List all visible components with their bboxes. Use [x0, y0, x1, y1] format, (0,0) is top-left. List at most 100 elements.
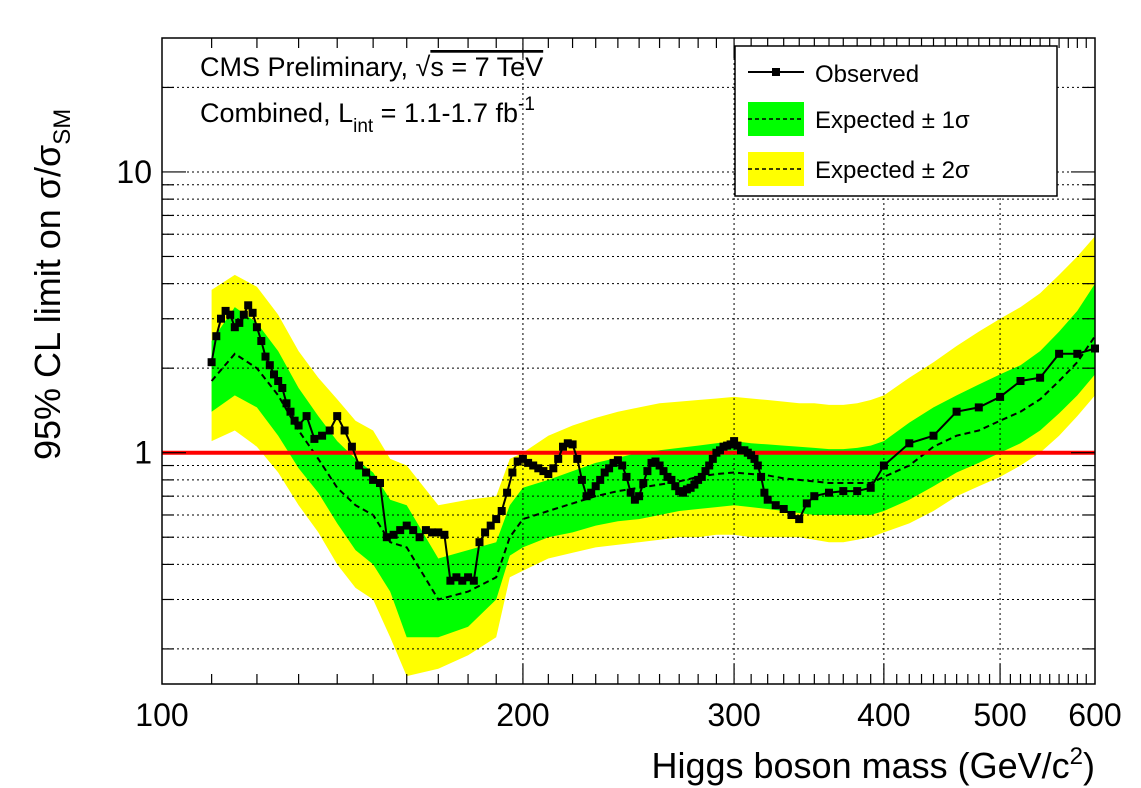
observed-point	[318, 431, 327, 440]
observed-point	[866, 483, 875, 492]
observed-point	[810, 492, 819, 501]
observed-point	[440, 530, 449, 539]
observed-point	[376, 479, 384, 487]
observed-point	[1036, 373, 1045, 382]
observed-point	[697, 472, 706, 481]
observed-point	[825, 488, 833, 497]
y-tick-label: 10	[116, 154, 152, 190]
plot-frame	[161, 37, 1096, 685]
expected-median-line	[210, 335, 1096, 601]
x-tick-label: 300	[707, 697, 760, 733]
observed-point	[690, 480, 699, 489]
observed-point	[626, 488, 635, 497]
observed-point	[252, 323, 261, 332]
observed-point	[428, 528, 437, 537]
observed-point	[486, 521, 495, 530]
legend-item-band2: Expected ± 2σ	[748, 152, 970, 186]
observed-point	[534, 464, 543, 473]
observed-point	[787, 511, 796, 519]
y-tick-label: 1	[134, 435, 152, 471]
annotation-line2: Combined, Lint = 1.1-1.7 fb-1	[200, 94, 535, 137]
observed-point	[508, 468, 517, 477]
observed-point	[568, 440, 577, 449]
observed-point	[235, 318, 244, 327]
observed-point	[286, 407, 295, 416]
observed-point	[244, 301, 253, 310]
observed-point	[635, 492, 644, 501]
observed-point	[265, 361, 274, 370]
observed-point	[839, 487, 848, 496]
annotation-block: CMS Preliminary, √s = 7 TeV Combined, Li…	[200, 52, 543, 137]
observed-point	[310, 434, 319, 443]
observed-point	[221, 306, 230, 315]
observed-point	[1016, 377, 1025, 385]
expected-bands	[211, 236, 1096, 677]
observed-point	[257, 337, 266, 345]
observed-point	[362, 468, 371, 477]
legend-band2-label: Expected ± 2σ	[815, 157, 970, 184]
observed-point	[779, 505, 788, 513]
observed-point	[446, 576, 455, 585]
observed-point	[529, 461, 538, 470]
observed-point	[396, 526, 405, 535]
observed-point	[382, 533, 391, 542]
observed-point	[763, 495, 772, 504]
observed-point	[701, 467, 710, 476]
observed-point	[952, 407, 961, 416]
observed-point	[600, 468, 609, 477]
observed-point	[996, 392, 1005, 401]
observed-point	[563, 439, 572, 448]
observed-point	[492, 515, 501, 524]
observed-point	[879, 461, 888, 470]
observed-point	[415, 533, 424, 542]
observed-point	[503, 488, 512, 497]
observed-point	[226, 310, 235, 319]
observed-point	[905, 439, 914, 448]
observed-point	[290, 416, 299, 425]
observed-point	[618, 461, 627, 470]
observed-point	[582, 492, 591, 501]
observed-point	[230, 323, 239, 332]
observed-point	[458, 576, 467, 585]
observed-point	[609, 458, 618, 467]
observed-point	[212, 332, 221, 341]
observed-point	[544, 470, 553, 478]
observed-point	[708, 454, 717, 463]
observed-point	[753, 461, 762, 470]
x-tick-label: 200	[496, 697, 549, 733]
observed-point	[261, 352, 270, 361]
observed-point	[248, 308, 257, 317]
observed-point	[596, 475, 605, 484]
observed-point	[733, 441, 742, 450]
observed-point	[655, 461, 664, 470]
observed-point	[587, 488, 596, 497]
observed-point	[651, 457, 660, 466]
observed-point	[974, 403, 983, 412]
observed-point	[481, 528, 490, 537]
observed-point	[217, 314, 225, 323]
observed-point	[554, 454, 563, 463]
observed-point	[464, 573, 473, 582]
observed-point	[475, 538, 484, 547]
observed-point	[518, 454, 527, 463]
x-axis-title: Higgs boson mass (GeV/c2)	[651, 743, 1095, 786]
observed-point	[347, 442, 356, 451]
observed-point	[421, 526, 430, 535]
observed-point	[1073, 349, 1082, 358]
observed-point	[643, 467, 652, 476]
observed-point	[513, 457, 522, 466]
legend-observed-marker	[772, 68, 780, 76]
observed-point	[659, 467, 668, 476]
observed-point	[497, 507, 506, 515]
observed-point	[282, 399, 291, 408]
observed-point	[705, 461, 714, 470]
observed-point	[333, 412, 342, 421]
observed-series	[207, 301, 1099, 585]
observed-point	[274, 377, 283, 385]
observed-point	[929, 431, 938, 440]
legend: Observed Expected ± 1σ Expected ± 2σ	[734, 45, 1058, 197]
observed-point	[667, 475, 676, 484]
observed-point	[340, 426, 349, 435]
observed-point	[639, 479, 648, 487]
observed-point	[539, 467, 548, 476]
